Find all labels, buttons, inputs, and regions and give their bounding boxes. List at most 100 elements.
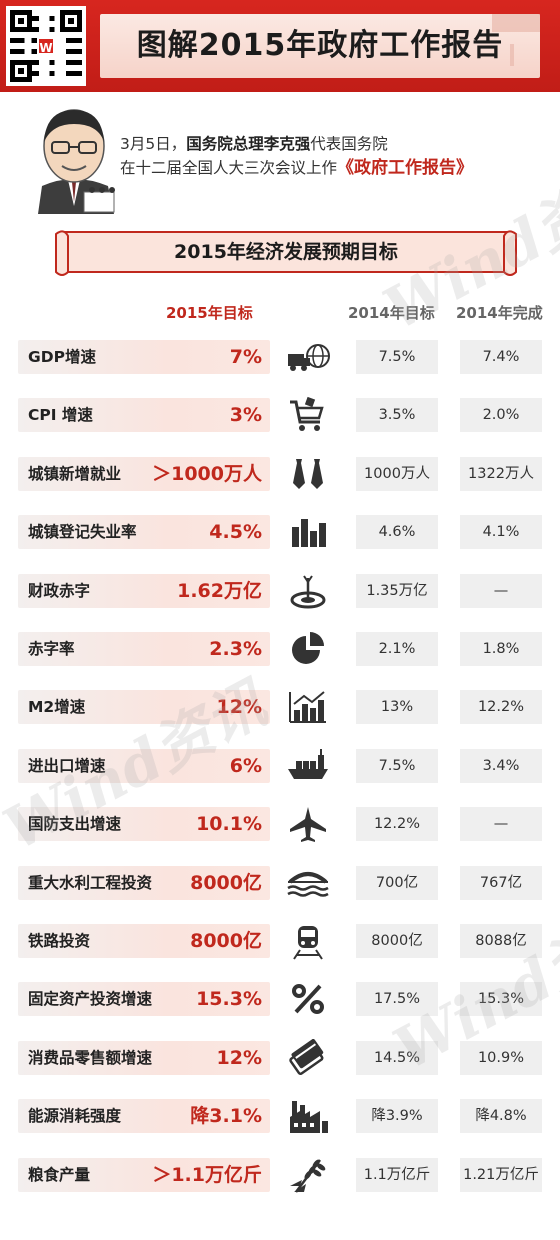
indicator-label: 粮食产量: [28, 1165, 91, 1184]
intro-text: 3月5日，国务院总理李克强代表国务院 在十二届全国人大三次会议上作《政府工作报告…: [120, 132, 550, 180]
indicator-label: 财政赤字: [28, 581, 91, 600]
indicator-done-2014: —: [460, 573, 542, 608]
indicator-target-2015: 8000亿: [190, 930, 262, 952]
indicator-target-2015: 7%: [229, 346, 262, 368]
intro-line-1: 3月5日，国务院总理李克强代表国务院: [120, 132, 550, 156]
indicator-target-2014: 1000万人: [356, 456, 438, 491]
intro-event: 在十二届全国人大三次会议上作: [120, 159, 338, 177]
factory-icon: [286, 1097, 330, 1135]
indicator-pill: [18, 690, 270, 725]
indicator-row: 国防支出增速 10.1% 12.2% —: [0, 807, 560, 843]
qr-code[interactable]: W: [6, 6, 86, 86]
indicator-target-2014: 2.1%: [356, 632, 438, 666]
indicator-target-2015: 12%: [216, 1046, 262, 1069]
percent-icon: [286, 980, 330, 1018]
indicator-done-2014: 7.4%: [460, 340, 542, 374]
indicator-pill: [18, 1157, 270, 1192]
section-title: 2015年经济发展预期目标: [174, 241, 398, 263]
indicator-row: 固定资产投资增速 15.3% 17.5% 15.3%: [0, 982, 560, 1018]
indicator-label: M2增速: [28, 698, 86, 717]
fighter-jet-icon: [286, 805, 330, 843]
indicator-pill: [18, 1099, 270, 1134]
indicator-target-2015: 3%: [229, 404, 262, 427]
column-header-2014-done: 2014年完成: [456, 304, 543, 322]
indicator-label: GDP增速: [28, 348, 96, 366]
indicator-pill: [18, 924, 270, 958]
indicator-target-2014: 8000亿: [356, 924, 438, 958]
indicator-row: 财政赤字 1.62万亿 1.35万亿 —: [0, 572, 560, 610]
indicator-row: 赤字率 2.3% 2.1% 1.8%: [0, 632, 560, 668]
title-band: [100, 14, 540, 78]
train-icon: [286, 922, 330, 960]
indicator-target-2015: 8000亿: [190, 871, 262, 894]
indicator-pill: [18, 573, 270, 608]
indicator-target-2015: ＞1000万人: [152, 462, 262, 485]
indicator-label: CPI 增速: [28, 406, 93, 425]
indicator-label: 城镇新增就业: [28, 464, 122, 483]
indicator-pill: [18, 398, 270, 433]
indicator-target-2015: 12%: [216, 696, 262, 719]
indicator-done-2014: 15.3%: [460, 982, 542, 1017]
indicator-label: 固定资产投资增速: [28, 990, 153, 1009]
indicator-pill: [18, 632, 270, 666]
indicator-target-2015: 4.5%: [209, 521, 262, 544]
indicator-target-2014: 3.5%: [356, 398, 438, 433]
indicator-pill: [18, 865, 270, 900]
indicator-pill: [18, 982, 270, 1017]
indicator-pill: [18, 340, 270, 374]
indicator-label: 赤字率: [28, 640, 75, 658]
cards-icon: [286, 1038, 330, 1077]
intro-date: 3月5日，: [120, 135, 187, 153]
indicator-target-2015: 15.3%: [196, 988, 262, 1011]
lantern-decoration: [492, 14, 540, 66]
indicator-row: M2增速 12% 13% 12.2%: [0, 690, 560, 726]
indicator-label: 城镇登记失业率: [28, 523, 137, 542]
page-title: 图解2015年政府工作报告: [136, 28, 504, 63]
pie-chart-icon: [286, 630, 330, 668]
indicator-label: 重大水利工程投资: [28, 873, 153, 892]
truck-globe-icon: [286, 338, 330, 376]
indicator-target-2014: 12.2%: [356, 807, 438, 842]
qr-pattern: W: [10, 10, 82, 82]
header-bar: W 图解2015年政府工作报告: [0, 0, 560, 92]
column-header-2015-target: 2015年目标: [166, 304, 253, 322]
bar-chart-icon: [286, 513, 330, 551]
indicator-target-2014: 1.35万亿: [356, 573, 438, 608]
indicator-row: 消费品零售额增速 12% 14.5% 10.9%: [0, 1038, 560, 1077]
indicator-target-2014: 17.5%: [356, 982, 438, 1017]
indicator-done-2014: 4.1%: [460, 515, 542, 550]
indicator-target-2014: 降3.9%: [356, 1099, 438, 1134]
target-icon: [286, 572, 330, 610]
indicator-label: 进出口增速: [28, 756, 106, 775]
indicator-done-2014: 767亿: [460, 865, 542, 900]
indicator-target-2014: 13%: [356, 690, 438, 725]
indicator-done-2014: 3.4%: [460, 748, 542, 783]
cargo-ship-icon: [286, 747, 330, 785]
indicator-pill: [18, 807, 270, 842]
indicator-row: 城镇登记失业率 4.5% 4.6% 4.1%: [0, 515, 560, 551]
indicator-row: 重大水利工程投资 8000亿 700亿 767亿: [0, 864, 560, 902]
indicator-target-2015: 2.3%: [209, 638, 262, 660]
ties-icon: [286, 455, 330, 493]
wheat-icon: [286, 1156, 330, 1194]
indicator-done-2014: 10.9%: [460, 1040, 542, 1075]
indicator-pill: [18, 1040, 270, 1075]
bridge-water-icon: [286, 864, 330, 902]
indicator-row: GDP增速 7% 7.5% 7.4%: [0, 340, 560, 376]
indicator-row: 进出口增速 6% 7.5% 3.4%: [0, 747, 560, 785]
indicator-pill: [18, 748, 270, 783]
indicator-target-2015: ＞1.1万亿斤: [152, 1163, 262, 1186]
indicator-row: 能源消耗强度 降3.1% 降3.9% 降4.8%: [0, 1099, 560, 1135]
indicator-done-2014: 12.2%: [460, 690, 542, 725]
indicator-pill: [18, 515, 270, 550]
indicator-pill: [18, 456, 270, 491]
indicator-target-2015: 6%: [229, 754, 262, 777]
growth-chart-icon: [286, 688, 330, 726]
indicator-label: 国防支出增速: [28, 815, 122, 834]
qr-corner: [10, 10, 32, 32]
indicator-done-2014: 降4.8%: [460, 1099, 542, 1134]
indicator-label: 能源消耗强度: [28, 1107, 122, 1126]
indicator-done-2014: 1.8%: [460, 632, 542, 666]
indicator-done-2014: —: [460, 807, 542, 842]
indicator-done-2014: 1322万人: [460, 456, 542, 491]
